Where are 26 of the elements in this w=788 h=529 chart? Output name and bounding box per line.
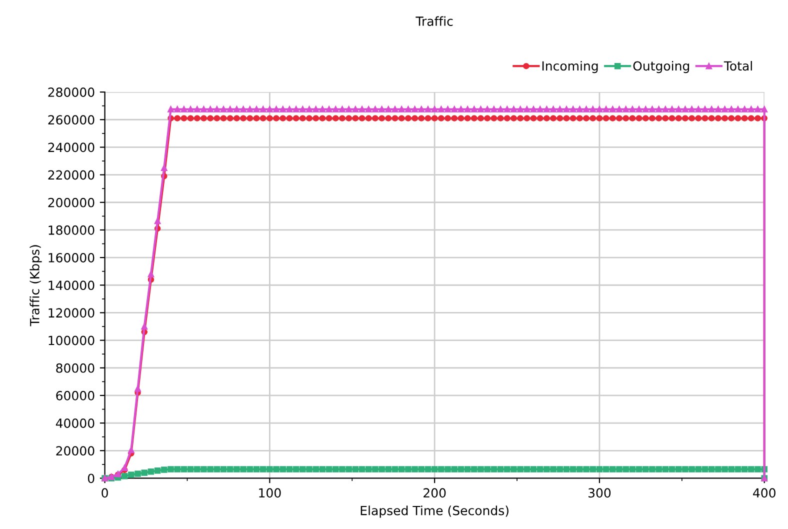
legend-label: Incoming [542,60,598,74]
x-tick-label: 400 [753,488,776,498]
y-tick-label: 140000 [48,280,94,290]
y-tick-label: 60000 [56,390,94,400]
legend-label: Total [724,60,752,71]
x-tick-label: 100 [259,488,281,498]
y-tick-label: 80000 [56,363,94,373]
y-tick-label: 200000 [48,198,94,208]
y-tick-label: 20000 [56,446,94,456]
x-tick-label: 200 [424,488,446,498]
y-axis-title: Traffic (Kbps) [30,245,42,326]
x-axis-title: Elapsed Time (Seconds) [360,506,508,518]
y-tick-label: 180000 [48,225,94,235]
y-tick-label: 160000 [48,253,94,262]
y-tick-label: 120000 [48,308,94,318]
x-tick-label: 0 [102,488,108,498]
y-tick-label: 260000 [48,115,94,125]
y-tick-label: 240000 [48,142,94,152]
y-tick-label: 220000 [48,170,94,180]
legend-label: Outgoing [633,60,690,74]
y-tick-label: 280000 [48,88,94,97]
y-tick-label: 40000 [56,418,94,428]
y-tick-label: 100000 [48,336,94,346]
y-tick-label: 0 [88,474,94,484]
x-tick-label: 300 [588,488,611,498]
chart-title: Traffic [416,16,453,26]
